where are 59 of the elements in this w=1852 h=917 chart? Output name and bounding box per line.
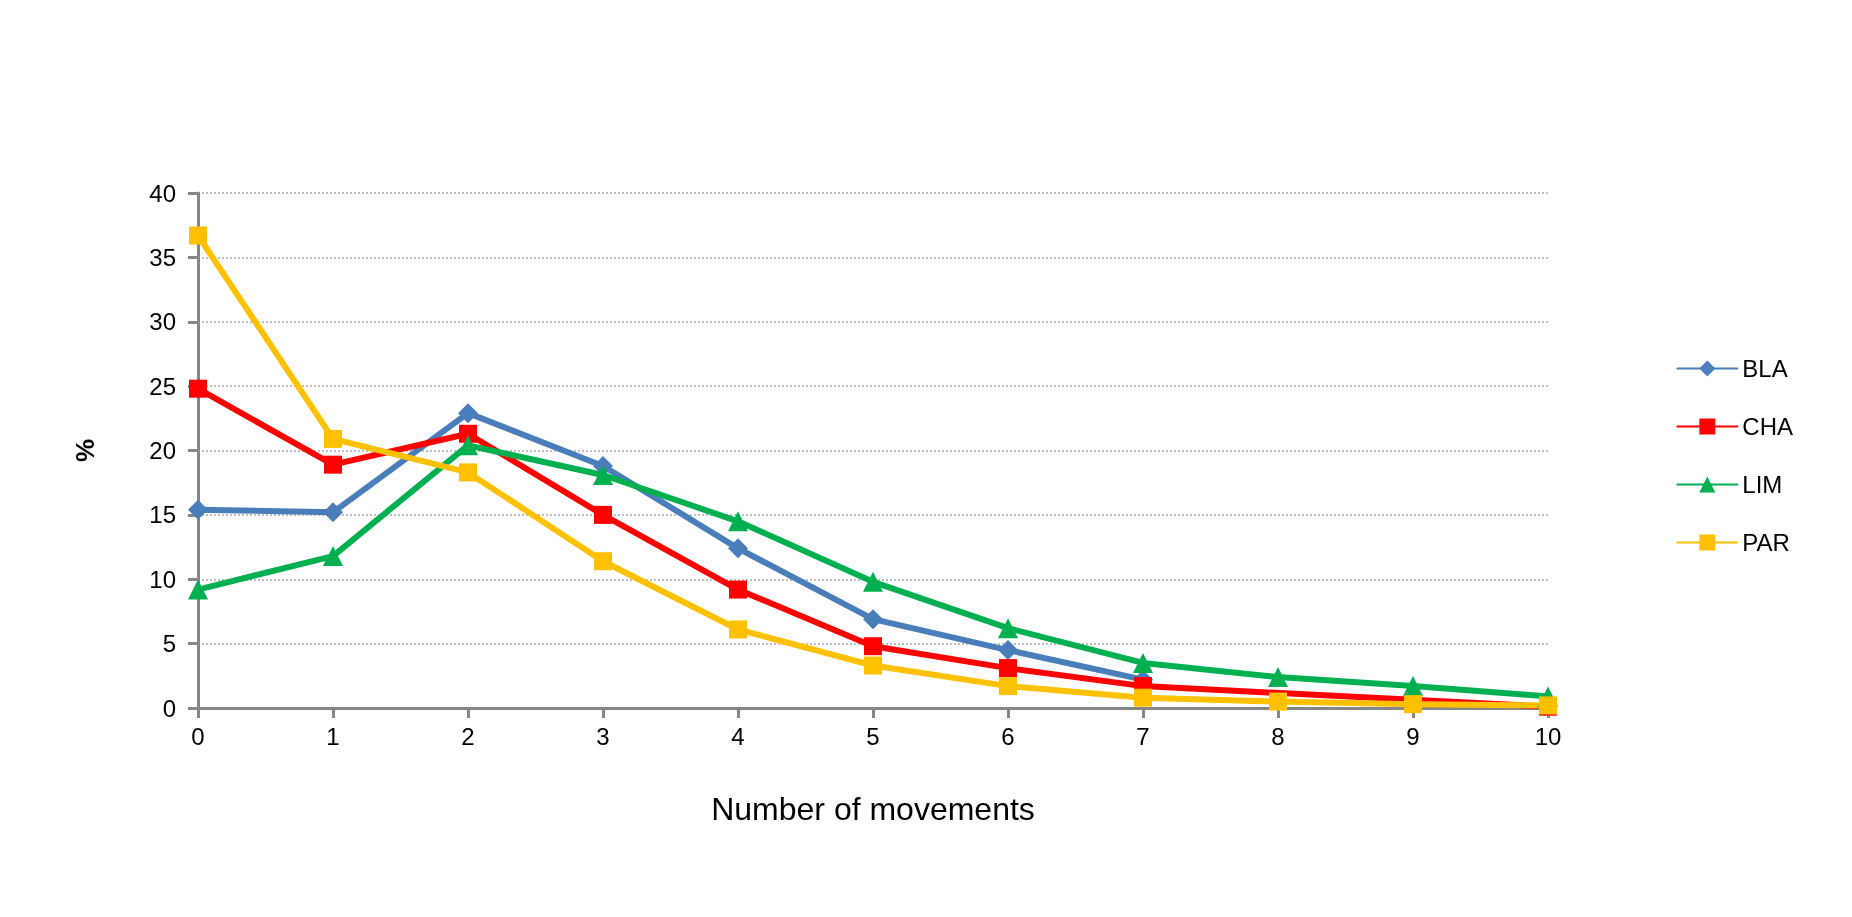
x-tick-label: 2 [461, 722, 475, 750]
point [729, 580, 747, 599]
point [1404, 695, 1422, 714]
point [999, 659, 1017, 678]
legend-label: PAR [1742, 529, 1790, 556]
point [1269, 692, 1287, 711]
x-tick-label: 5 [866, 722, 880, 750]
y-tick-label: 20 [149, 437, 176, 464]
x-tick-label: 7 [1136, 722, 1150, 750]
y-tick-label: 15 [149, 501, 176, 529]
legend-label: CHA [1742, 413, 1793, 440]
legend-label: LIM [1742, 471, 1783, 498]
point [729, 620, 747, 639]
point [458, 435, 478, 456]
point [1403, 676, 1423, 697]
y-tick-label: 5 [162, 630, 176, 658]
point [1133, 652, 1153, 673]
x-tick-label: 1 [326, 722, 340, 750]
point [324, 455, 342, 474]
point [324, 429, 342, 448]
point [594, 552, 612, 571]
point [459, 463, 477, 482]
point [188, 499, 208, 520]
point [1134, 688, 1152, 707]
point [999, 677, 1017, 696]
y-tick-label: 30 [149, 308, 176, 336]
y-tick-label: 35 [149, 243, 176, 271]
x-tick-label: 3 [596, 722, 610, 750]
point [863, 609, 883, 630]
x-tick-label: 10 [1534, 722, 1562, 750]
point [189, 379, 207, 398]
point [863, 571, 883, 592]
point [189, 226, 207, 245]
point [323, 546, 343, 567]
y-axis-title: % [70, 438, 100, 463]
point [459, 424, 477, 443]
point [998, 640, 1018, 661]
point [1268, 667, 1288, 688]
x-tick-label: 9 [1406, 722, 1420, 750]
point [998, 618, 1018, 639]
point [594, 505, 612, 524]
point [323, 502, 343, 523]
y-tick-label: 40 [149, 179, 176, 207]
point [728, 511, 748, 532]
x-tick-label: 4 [731, 722, 745, 750]
y-tick-label: 0 [162, 694, 176, 722]
point [864, 656, 882, 675]
y-tick-label: 25 [149, 372, 176, 400]
point [593, 464, 613, 485]
legend-label: BLA [1742, 355, 1788, 382]
x-tick-label: 0 [191, 722, 205, 750]
x-axis-title: Number of movements [711, 791, 1035, 827]
y-tick-label: 10 [149, 565, 176, 593]
point [864, 637, 882, 656]
x-tick-label: 6 [1001, 722, 1015, 750]
x-tick-label: 8 [1271, 722, 1285, 750]
point [728, 538, 748, 559]
point [458, 403, 478, 424]
point [188, 579, 208, 600]
